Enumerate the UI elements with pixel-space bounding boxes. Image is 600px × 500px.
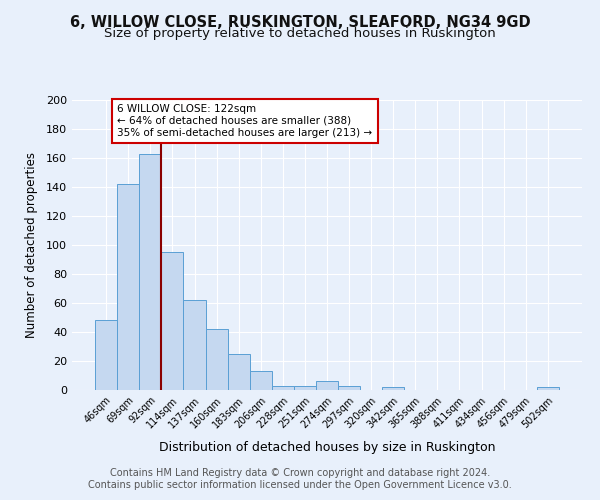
Bar: [272, 386, 294, 390]
Bar: [316, 382, 338, 390]
Bar: [227, 354, 250, 390]
Bar: [250, 371, 272, 390]
Bar: [117, 184, 139, 390]
Y-axis label: Number of detached properties: Number of detached properties: [25, 152, 38, 338]
Text: 6, WILLOW CLOSE, RUSKINGTON, SLEAFORD, NG34 9GD: 6, WILLOW CLOSE, RUSKINGTON, SLEAFORD, N…: [70, 15, 530, 30]
Text: Size of property relative to detached houses in Ruskington: Size of property relative to detached ho…: [104, 28, 496, 40]
Bar: [338, 386, 360, 390]
Bar: [294, 386, 316, 390]
Bar: [161, 252, 184, 390]
Bar: [382, 387, 404, 390]
Bar: [95, 320, 117, 390]
Text: Contains HM Land Registry data © Crown copyright and database right 2024.
Contai: Contains HM Land Registry data © Crown c…: [88, 468, 512, 490]
Bar: [184, 300, 206, 390]
Bar: [139, 154, 161, 390]
Bar: [206, 329, 227, 390]
X-axis label: Distribution of detached houses by size in Ruskington: Distribution of detached houses by size …: [159, 441, 495, 454]
Text: 6 WILLOW CLOSE: 122sqm
← 64% of detached houses are smaller (388)
35% of semi-de: 6 WILLOW CLOSE: 122sqm ← 64% of detached…: [117, 104, 373, 138]
Bar: [537, 387, 559, 390]
